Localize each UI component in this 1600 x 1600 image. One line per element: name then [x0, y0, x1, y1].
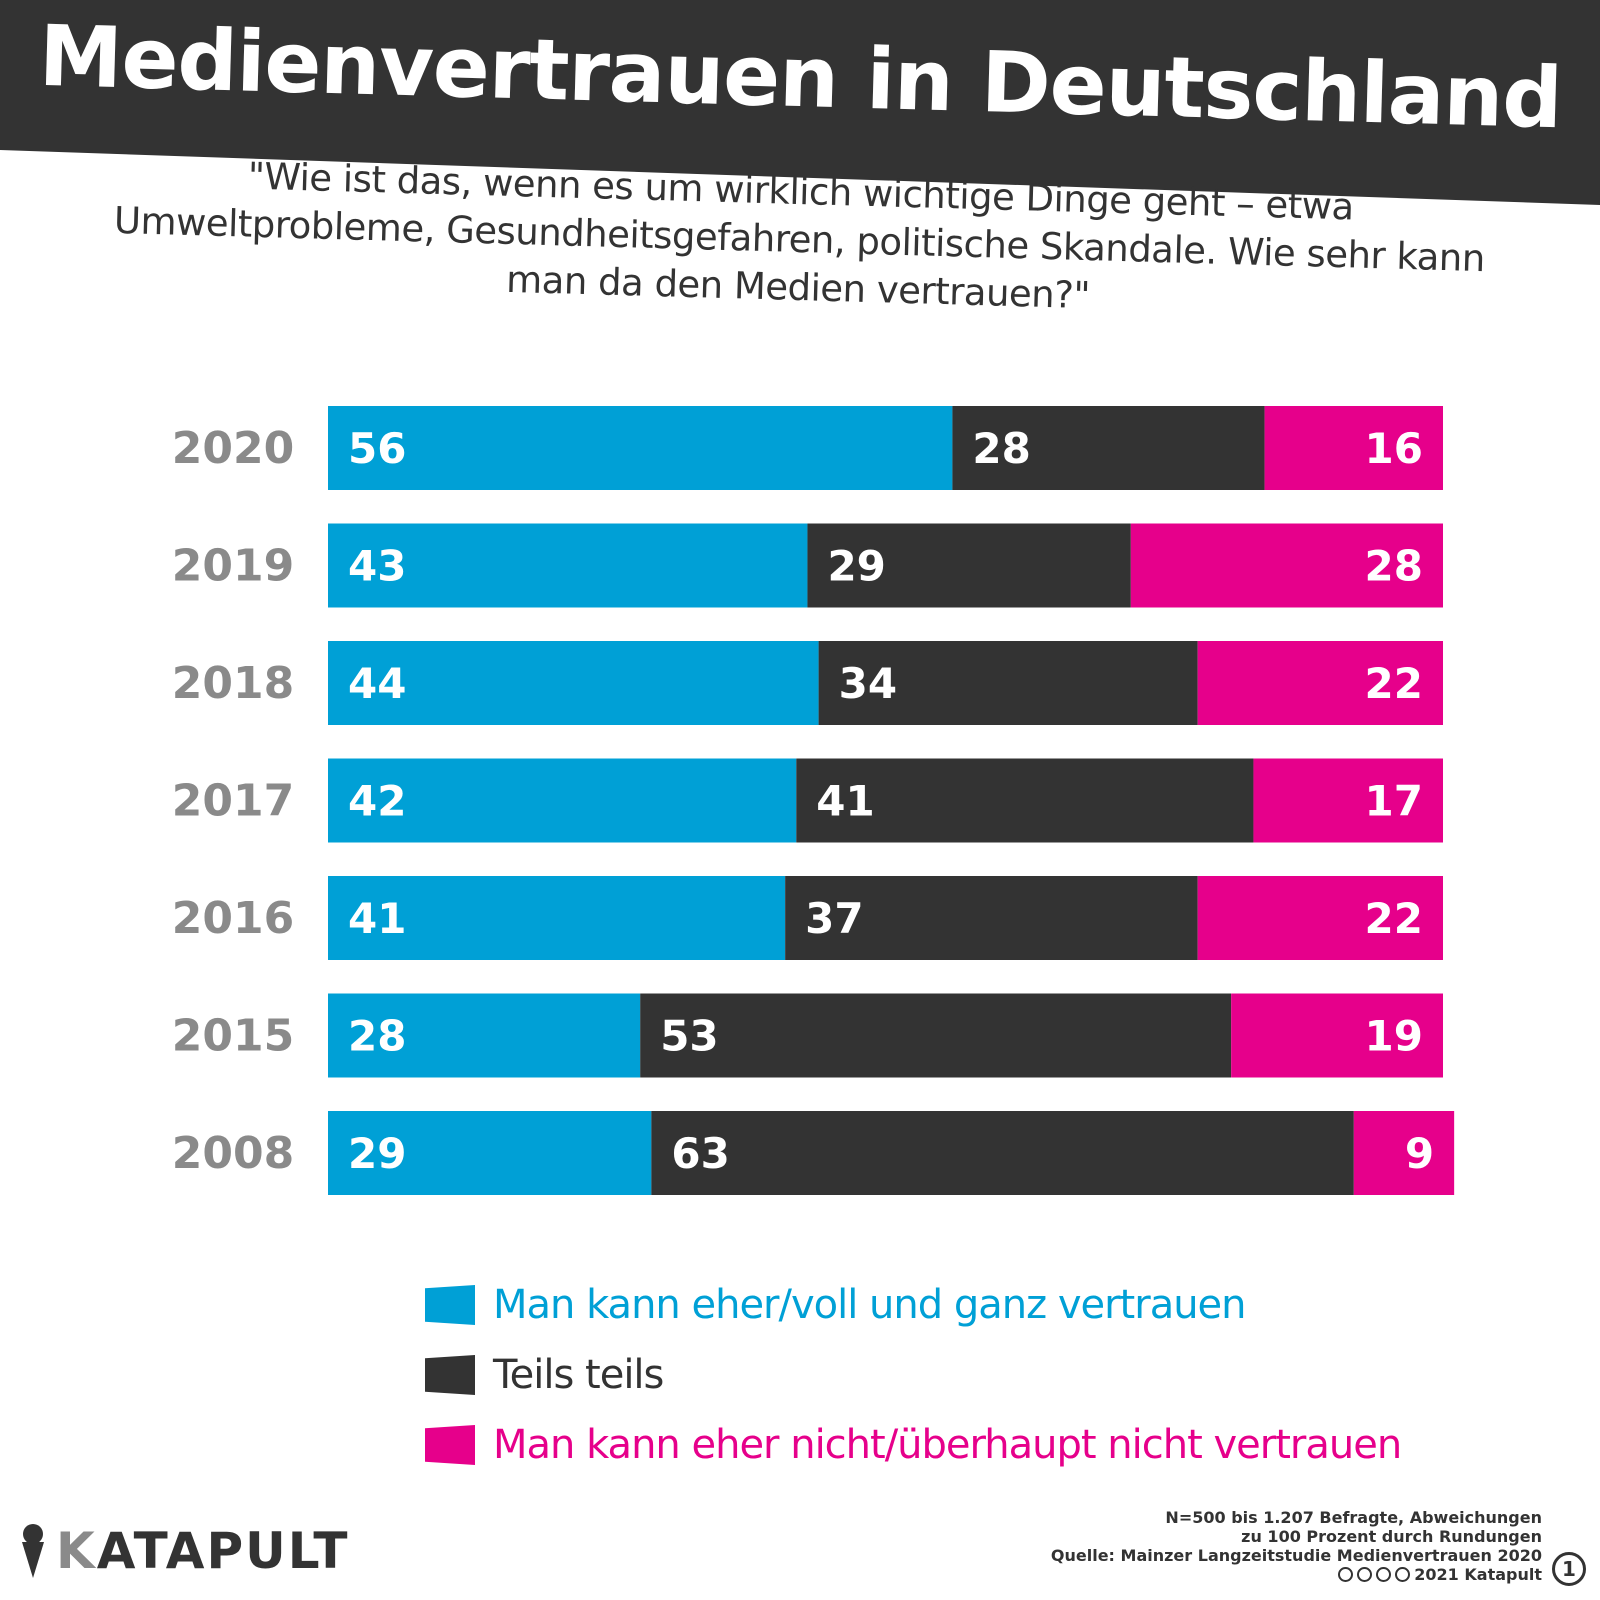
legend-swatch-partly	[425, 1355, 475, 1395]
legend-item-trust: Man kann eher/voll und ganz vertrauen	[425, 1270, 1401, 1340]
value-label-partly-2016: 37	[805, 894, 863, 943]
bar-trust-2019	[328, 523, 808, 608]
logo-letter-k: K	[56, 1522, 97, 1580]
footer-sample-note: N=500 bis 1.207 Befragte, Abweichungen	[1165, 1508, 1542, 1527]
value-label-trust-2017: 42	[348, 777, 406, 826]
bar-trust-2016	[328, 876, 786, 960]
bar-distrust-2020	[1264, 406, 1443, 490]
value-label-partly-2008: 63	[671, 1129, 729, 1178]
value-label-trust-2016: 41	[348, 894, 406, 943]
value-label-distrust-2018: 22	[1365, 659, 1423, 708]
value-label-distrust-2008: 9	[1405, 1129, 1434, 1178]
legend-label-partly: Teils teils	[493, 1352, 664, 1398]
bar-partly-2016	[785, 876, 1198, 960]
katapult-logo: KATAPULT	[20, 1522, 349, 1580]
value-label-distrust-2015: 19	[1365, 1012, 1423, 1061]
logo-letters: ATAPULT	[96, 1522, 350, 1580]
bar-partly-2019	[807, 523, 1131, 608]
value-label-distrust-2017: 17	[1365, 777, 1423, 826]
cc-nd-icon	[1395, 1567, 1411, 1582]
legend-label-trust: Man kann eher/voll und ganz vertrauen	[493, 1282, 1247, 1328]
footer-rounding-note: zu 100 Prozent durch Rundungen	[1241, 1527, 1542, 1546]
year-label-2018: 2018	[172, 658, 294, 709]
cc-icon	[1338, 1567, 1354, 1582]
year-label-2017: 2017	[172, 776, 294, 827]
value-label-distrust-2016: 22	[1365, 894, 1423, 943]
cc-nc-icon	[1376, 1567, 1392, 1582]
year-label-2008: 2008	[172, 1128, 294, 1179]
value-label-trust-2015: 28	[348, 1012, 406, 1061]
value-label-partly-2020: 28	[972, 424, 1030, 473]
bar-distrust-2017	[1253, 758, 1443, 843]
year-label-2016: 2016	[172, 893, 294, 944]
bar-distrust-2016	[1197, 876, 1443, 960]
legend-swatch-distrust	[425, 1425, 475, 1465]
bar-trust-2008	[328, 1111, 652, 1195]
year-label-2020: 2020	[172, 423, 294, 474]
value-label-partly-2015: 53	[660, 1012, 718, 1061]
value-label-partly-2019: 29	[827, 542, 885, 591]
value-label-partly-2017: 41	[816, 777, 874, 826]
logo-wordmark: KATAPULT	[56, 1522, 349, 1580]
legend-swatch-trust	[425, 1285, 475, 1325]
value-label-trust-2008: 29	[348, 1129, 406, 1178]
bar-trust-2020	[328, 406, 953, 490]
bar-partly-2015	[640, 993, 1232, 1078]
bar-trust-2015	[328, 993, 641, 1078]
legend-item-partly: Teils teils	[425, 1340, 1401, 1410]
footer-source: Quelle: Mainzer Langzeitstudie Medienver…	[1050, 1546, 1542, 1565]
bar-partly-2008	[651, 1111, 1354, 1195]
bar-partly-2017	[796, 758, 1254, 843]
legend-item-distrust: Man kann eher nicht/überhaupt nicht vert…	[425, 1410, 1402, 1480]
legend: Man kann eher/voll und ganz vertrauen Te…	[425, 1270, 1402, 1480]
value-label-trust-2018: 44	[348, 659, 406, 708]
legend-label-distrust: Man kann eher nicht/überhaupt nicht vert…	[493, 1422, 1402, 1468]
value-label-partly-2018: 34	[839, 659, 897, 708]
bar-distrust-2019	[1130, 523, 1443, 608]
ice-cream-cone-icon	[22, 1524, 44, 1578]
cc-by-icon	[1357, 1567, 1373, 1582]
bar-distrust-2008	[1353, 1111, 1455, 1195]
bar-trust-2018	[328, 641, 819, 725]
footer-license: 2021 Katapult	[1051, 1565, 1542, 1584]
footer-copyright: 2021 Katapult	[1414, 1565, 1542, 1584]
bar-partly-2018	[818, 641, 1198, 725]
bar-trust-2017	[328, 758, 797, 843]
value-label-distrust-2019: 28	[1365, 542, 1423, 591]
bar-distrust-2015	[1231, 993, 1443, 1078]
bar-partly-2020	[952, 406, 1265, 490]
value-label-trust-2019: 43	[348, 542, 406, 591]
value-label-distrust-2020: 16	[1365, 424, 1423, 473]
year-label-2019: 2019	[172, 541, 294, 592]
bar-distrust-2018	[1197, 641, 1443, 725]
stacked-bar-chart: 2020 56 28 16 2019 43 29 28 2018 44 34 22 2017 42 41 17…	[172, 406, 1455, 1195]
footer-notes: N=500 bis 1.207 Befragte, Abweichungen z…	[1051, 1508, 1542, 1584]
page-number: 1	[1552, 1552, 1586, 1586]
value-label-trust-2020: 56	[348, 424, 406, 473]
year-label-2015: 2015	[172, 1011, 294, 1062]
